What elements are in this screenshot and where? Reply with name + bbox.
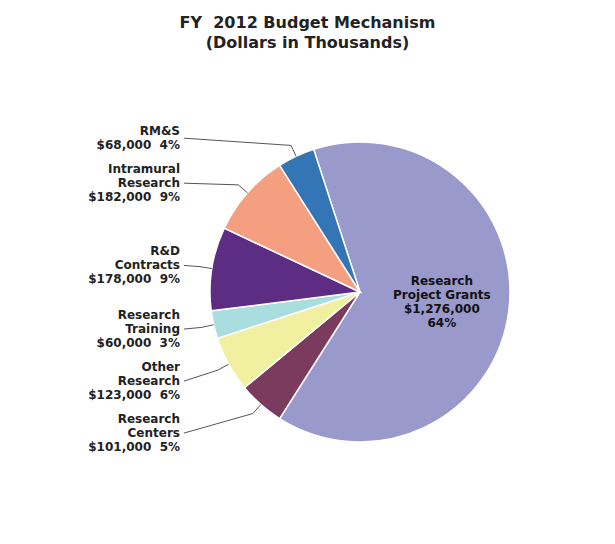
text-line: Research <box>118 412 180 426</box>
text-line: Research <box>411 274 473 288</box>
slice-label: OtherResearch$123,000 6% <box>88 360 180 402</box>
slice-label: ResearchTraining$60,000 3% <box>97 308 180 350</box>
pie-slice <box>280 149 360 292</box>
chart-title: FY 2012 Budget Mechanism(Dollars in Thou… <box>180 13 436 52</box>
leader-line <box>184 364 229 381</box>
chart-svg: FY 2012 Budget Mechanism(Dollars in Thou… <box>0 0 615 544</box>
text-line: Centers <box>128 426 180 440</box>
leader-line <box>184 183 247 193</box>
slice-label: ResearchCenters$101,000 5% <box>88 412 180 454</box>
slice-label: ResearchProject Grants$1,276,00064% <box>393 274 491 330</box>
text-line: $1,276,000 <box>404 302 480 316</box>
chart-container: FY 2012 Budget Mechanism(Dollars in Thou… <box>0 0 615 544</box>
leader-line <box>184 325 214 329</box>
text-line: Intramural <box>108 162 180 176</box>
slice-label: IntramuralResearch$182,000 9% <box>88 162 180 204</box>
text-line: $123,000 6% <box>88 388 180 402</box>
text-line: Project Grants <box>393 288 491 302</box>
slice-labels: ResearchProject Grants$1,276,00064%RM&S$… <box>88 124 490 454</box>
text-line: $178,000 9% <box>88 272 180 286</box>
leader-line <box>184 405 261 434</box>
text-line: 64% <box>427 316 456 330</box>
text-line: $182,000 9% <box>88 190 180 204</box>
text-line: RM&S <box>140 124 180 138</box>
slices <box>210 142 510 442</box>
leader-lines <box>184 138 296 433</box>
title-line: FY 2012 Budget Mechanism <box>180 13 436 32</box>
slice-label: RM&S$68,000 4% <box>97 124 180 152</box>
text-line: $101,000 5% <box>88 440 180 454</box>
text-line: Contracts <box>115 258 180 272</box>
text-line: Training <box>125 322 180 336</box>
title-line: (Dollars in Thousands) <box>206 33 409 52</box>
text-line: Other <box>141 360 180 374</box>
text-line: Research <box>118 308 180 322</box>
text-line: R&D <box>150 244 180 258</box>
text-line: Research <box>118 176 180 190</box>
text-line: Research <box>118 374 180 388</box>
leader-line <box>184 265 212 268</box>
text-line: $60,000 3% <box>97 336 180 350</box>
slice-label: R&DContracts$178,000 9% <box>88 244 180 286</box>
text-line: $68,000 4% <box>97 138 180 152</box>
leader-line <box>184 138 296 156</box>
